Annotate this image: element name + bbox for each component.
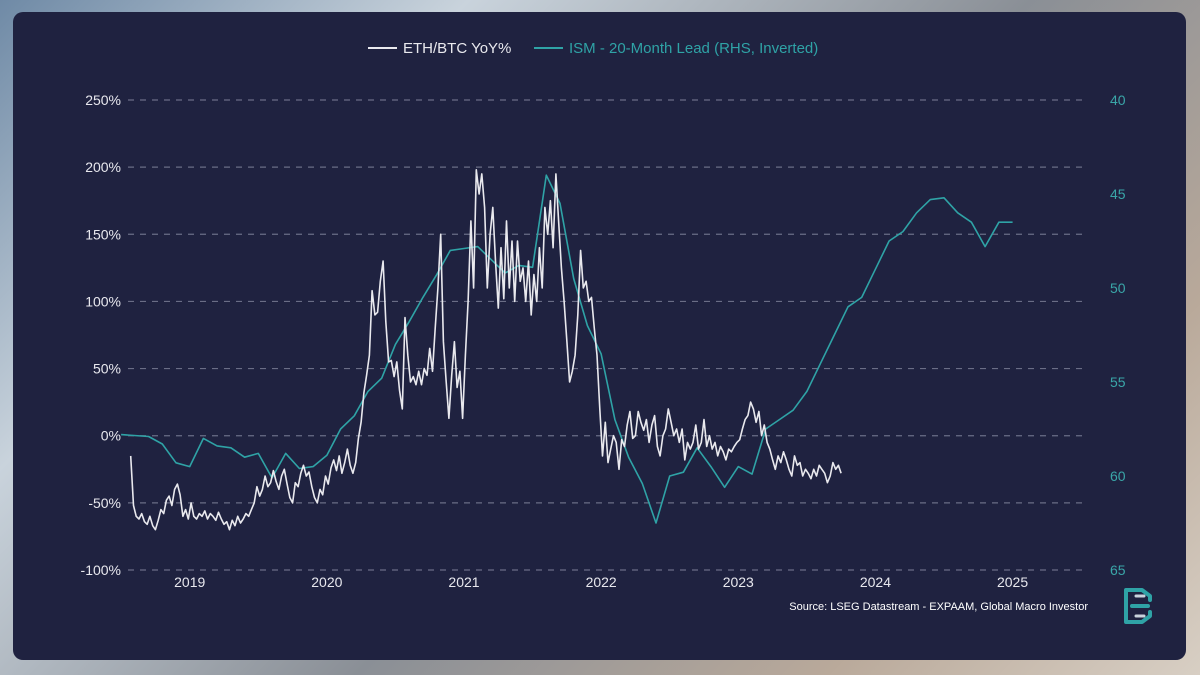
series-line-ism (121, 174, 1013, 524)
y-right-tick-label: 60 (1110, 468, 1126, 484)
y-right-tick-label: 45 (1110, 186, 1126, 202)
y-right-tick-label: 50 (1110, 280, 1126, 296)
series-line-eth-btc (129, 169, 842, 531)
x-tick-label: 2019 (174, 574, 205, 590)
gridlines (128, 99, 1088, 571)
y-right-tick-label: 40 (1110, 92, 1126, 108)
chart-card: -100% -50% 0% 50% 100% 150% 200% 250% 40 45 50 55 6… (13, 12, 1186, 660)
y-left-tick-label: 150% (85, 226, 121, 242)
y-left-tick-label: -100% (81, 562, 121, 578)
gmi-logo-icon (1124, 588, 1152, 624)
y-right-tick-label: 55 (1110, 374, 1126, 390)
legend-label-ism: ISM - 20-Month Lead (RHS, Inverted) (569, 40, 818, 57)
y-left-tick-label: 200% (85, 159, 121, 175)
x-axis-ticks: 2019 2020 2021 2022 2023 2024 2025 (174, 574, 1028, 590)
line-chart: -100% -50% 0% 50% 100% 150% 200% 250% 40 45 50 55 6… (81, 40, 1152, 624)
x-tick-label: 2020 (311, 574, 342, 590)
y-axis-left-ticks: -100% -50% 0% 50% 100% 150% 200% 250% (81, 92, 121, 578)
y-left-tick-label: 250% (85, 92, 121, 108)
x-tick-label: 2022 (586, 574, 617, 590)
y-axis-right-ticks: 40 45 50 55 60 65 (1110, 92, 1126, 578)
legend: ETH/BTC YoY% ISM - 20-Month Lead (RHS, I… (368, 40, 818, 57)
x-tick-label: 2025 (997, 574, 1028, 590)
y-left-tick-label: 50% (93, 361, 121, 377)
x-tick-label: 2021 (448, 574, 479, 590)
y-left-tick-label: 0% (101, 428, 121, 444)
x-tick-label: 2024 (860, 574, 891, 590)
y-left-tick-label: 100% (85, 293, 121, 309)
source-note: Source: LSEG Datastream - EXPAAM, Global… (789, 601, 1088, 613)
y-right-tick-label: 65 (1110, 562, 1126, 578)
x-tick-label: 2023 (723, 574, 754, 590)
legend-label-eth-btc: ETH/BTC YoY% (403, 40, 511, 57)
series-lines (121, 169, 1013, 531)
y-left-tick-label: -50% (88, 495, 121, 511)
